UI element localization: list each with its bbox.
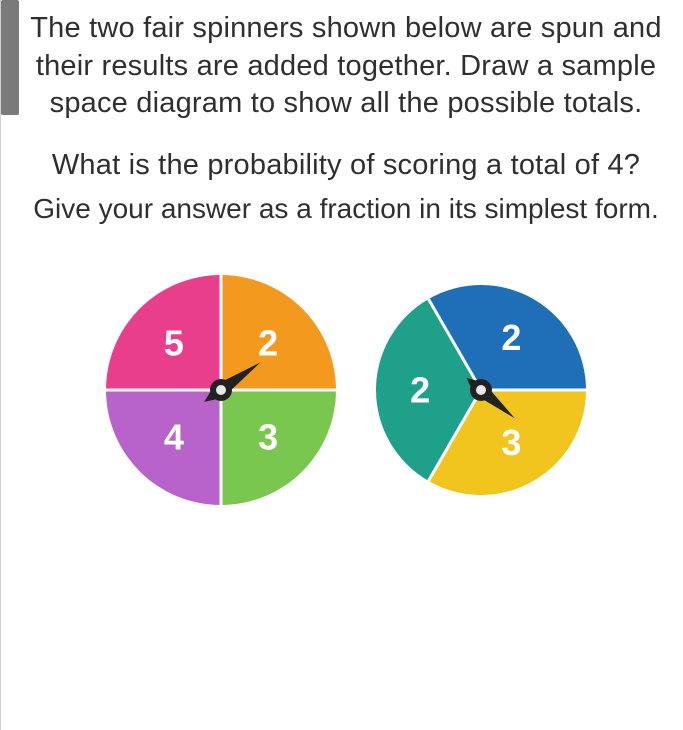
spinner-segment bbox=[221, 390, 336, 505]
spinner-segment-label: 2 bbox=[501, 317, 521, 358]
question-content: The two fair spinners shown below are sp… bbox=[1, 0, 683, 505]
spinner-segment-label: 4 bbox=[164, 417, 184, 458]
spinner-segment-label: 3 bbox=[501, 422, 521, 463]
spinner-1: 2 3 4 5 bbox=[106, 275, 336, 505]
spinner-segment-label: 2 bbox=[258, 322, 278, 363]
spinner-segment-label: 2 bbox=[410, 370, 430, 411]
spinners-row: 2 3 4 5 2 3 2 bbox=[19, 275, 673, 505]
question-paragraph-1: The two fair spinners shown below are sp… bbox=[19, 10, 673, 123]
spinner-segment bbox=[221, 275, 336, 390]
question-paragraph-3: Give your answer as a fraction in its si… bbox=[19, 191, 673, 227]
spinner-hub-inner bbox=[216, 385, 226, 395]
spinner-segment-label: 3 bbox=[258, 417, 278, 458]
spinner-1-svg: 2 3 4 5 bbox=[106, 275, 336, 505]
spinner-2: 2 3 2 bbox=[376, 285, 586, 495]
spinner-segment-label: 5 bbox=[164, 322, 184, 363]
question-paragraph-2: What is the probability of scoring a tot… bbox=[19, 147, 673, 185]
spinner-2-svg: 2 3 2 bbox=[376, 285, 586, 495]
scrollbar-thumb[interactable] bbox=[1, 0, 19, 115]
spinner-hub-inner bbox=[476, 385, 486, 395]
